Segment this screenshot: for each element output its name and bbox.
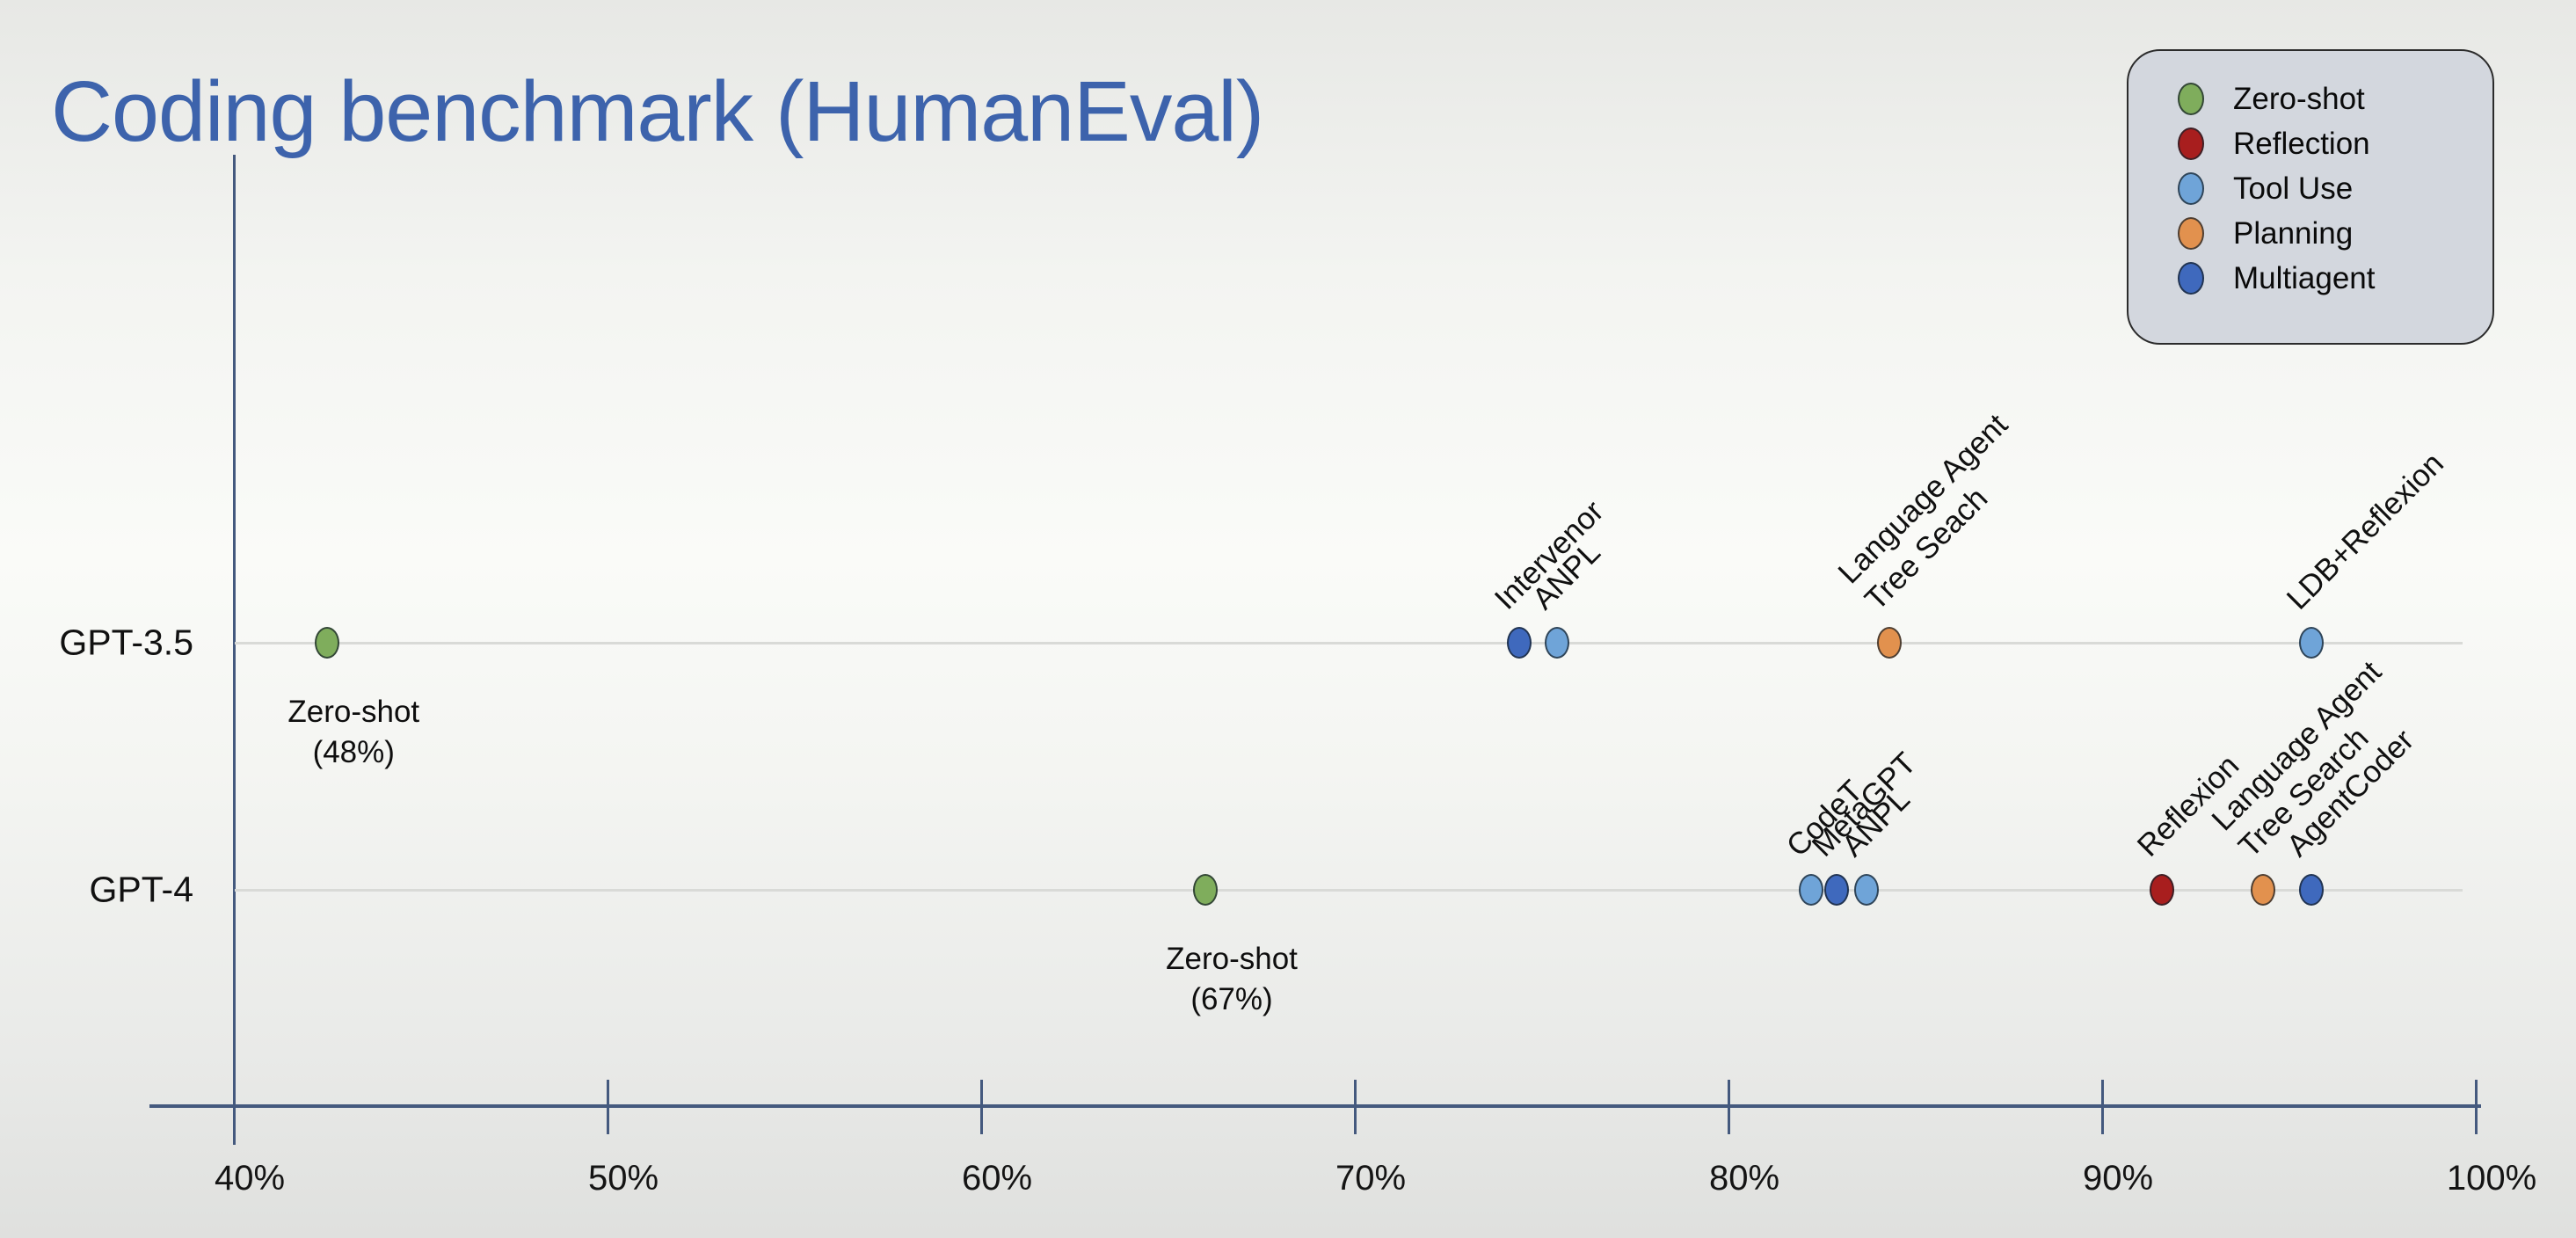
legend-item-reflection: Reflection: [2178, 127, 2492, 160]
legend-swatch-multiagent: [2178, 262, 2204, 295]
x-tick: [1728, 1080, 1730, 1134]
legend-item-planning: Planning: [2178, 217, 2492, 250]
annotation-line: Zero-shot: [1166, 942, 1298, 976]
x-tick: [1354, 1080, 1357, 1134]
annotation-line: (67%): [1190, 982, 1273, 1016]
x-axis-line: [149, 1104, 2481, 1108]
point-gpt-3-5-intervenor: [1507, 627, 1532, 659]
row-gridline-gpt-3-5: [235, 642, 2463, 644]
x-tick-label: 50%: [587, 1159, 659, 1198]
point-gpt-3-5-zero-shot: [315, 627, 340, 659]
legend-swatch-tool-use: [2178, 172, 2204, 205]
point-gpt-3-5-language-agent-tree-seach: [1876, 627, 1902, 659]
point-gpt-3-5-ldb-reflexion: [2299, 627, 2324, 659]
annotation-line: (48%): [312, 735, 395, 769]
legend-item-tool-use: Tool Use: [2178, 172, 2492, 205]
x-tick: [2475, 1080, 2478, 1134]
row-gridline-gpt-4: [235, 889, 2463, 892]
x-tick: [233, 1080, 236, 1134]
point-gpt-4-language-agent-tree-search: [2250, 874, 2275, 906]
legend-swatch-zero-shot: [2178, 83, 2204, 115]
chart-title: Coding benchmark (HumanEval): [51, 62, 1264, 159]
annotation-line: Zero-shot: [287, 695, 420, 729]
legend-swatch-reflection: [2178, 127, 2204, 160]
legend-label: Reflection: [2233, 127, 2370, 161]
annotation-line: LDB+Reflexion: [2280, 446, 2450, 617]
legend-label: Planning: [2233, 216, 2354, 251]
point-gpt-4-agentcoder: [2299, 874, 2324, 906]
x-tick-label: 60%: [961, 1159, 1033, 1198]
annotation-ldb-reflexion: LDB+Reflexion: [2280, 446, 2452, 618]
point-gpt-4-anpl: [1854, 874, 1880, 906]
point-gpt-4-reflexion: [2150, 874, 2174, 906]
x-tick: [980, 1080, 983, 1134]
point-gpt-4-zero-shot: [1193, 874, 1218, 906]
point-gpt-4-codet: [1798, 874, 1823, 906]
x-tick: [2101, 1080, 2104, 1134]
legend-item-multiagent: Multiagent: [2178, 262, 2492, 295]
x-tick-label: 100%: [2446, 1159, 2537, 1198]
row-label-gpt-3-5: GPT-3.5: [59, 622, 193, 663]
row-label-gpt-4: GPT-4: [89, 869, 193, 910]
x-tick: [607, 1080, 609, 1134]
annotation-zero-shot-gpt-3-5: Zero-shot (48%): [204, 692, 503, 773]
y-axis-line: [233, 155, 236, 1145]
x-tick-label: 80%: [1708, 1159, 1780, 1198]
x-tick-label: 70%: [1335, 1159, 1407, 1198]
legend-label: Multiagent: [2233, 261, 2376, 295]
legend-swatch-planning: [2178, 217, 2204, 250]
point-gpt-4-metagpt: [1824, 874, 1850, 906]
annotation-language-agent-tree-seach: Language Agent Tree Seach: [1830, 406, 2042, 618]
legend-label: Zero-shot: [2233, 82, 2365, 116]
point-gpt-3-5-anpl: [1544, 627, 1569, 659]
chart-legend: Zero-shot Reflection Tool Use Planning Multi…: [2127, 49, 2494, 345]
x-tick-label: 90%: [2082, 1159, 2154, 1198]
legend-label: Tool Use: [2233, 171, 2354, 206]
x-tick-label: 40%: [214, 1159, 286, 1198]
annotation-zero-shot-gpt-4: Zero-shot (67%): [1082, 939, 1381, 1020]
legend-item-zero-shot: Zero-shot: [2178, 83, 2492, 115]
